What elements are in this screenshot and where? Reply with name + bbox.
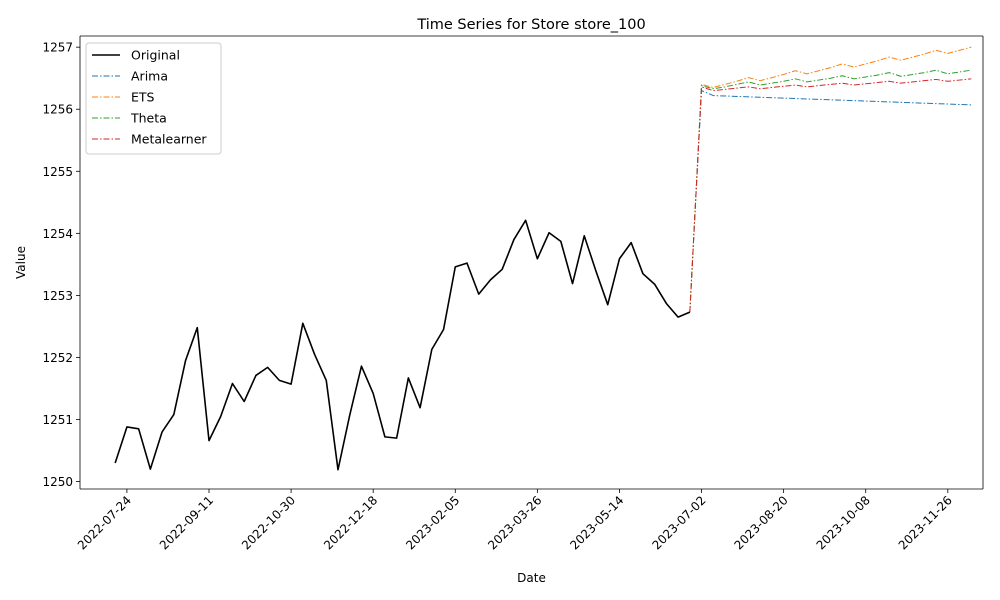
y-tick-label: 1254 — [42, 227, 73, 241]
series-line-original — [114, 219, 691, 471]
y-axis-title: Value — [14, 246, 28, 279]
legend-box — [85, 42, 222, 155]
legend-label: ETS — [131, 90, 155, 105]
x-axis-title: Date — [517, 571, 546, 585]
series-line-ets — [689, 46, 972, 313]
series-line-theta — [689, 69, 972, 313]
legend-label: Arima — [131, 69, 168, 84]
chart-title: Time Series for Store store_100 — [416, 17, 645, 33]
y-tick-label: 1256 — [42, 103, 73, 117]
y-tick-label: 1255 — [42, 165, 73, 179]
y-axis: 1250 1251 1252 1253 1254 1255 1256 1257 — [42, 41, 80, 489]
plot-frame — [79, 35, 984, 490]
legend-label: Original — [131, 48, 180, 63]
y-tick-label: 1257 — [42, 41, 73, 55]
legend-label: Theta — [130, 111, 167, 126]
plot-background — [80, 36, 983, 489]
y-tick-label: 1251 — [42, 413, 73, 427]
legend: Original Arima ETS Theta Metalearner — [85, 42, 222, 155]
y-tick-label: 1250 — [42, 475, 73, 489]
y-tick-label: 1253 — [42, 289, 73, 303]
legend-label: Metalearner — [131, 132, 207, 147]
y-tick-label: 1252 — [42, 351, 73, 365]
series-layer — [114, 46, 972, 471]
series-line-metalearner — [689, 78, 972, 313]
